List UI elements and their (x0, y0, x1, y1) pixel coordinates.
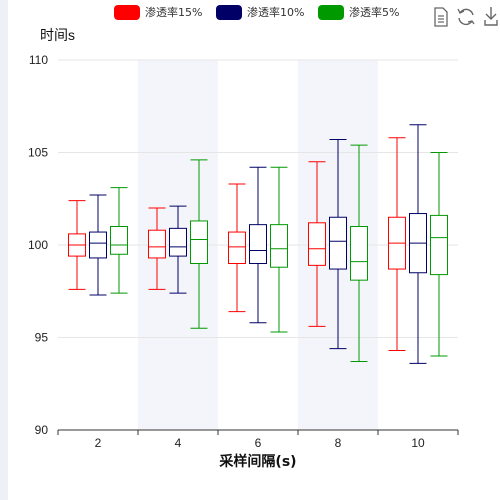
x-tick-label: 8 (335, 436, 342, 450)
legend-swatch (216, 5, 242, 20)
box-iqr (190, 220, 208, 264)
refresh-icon[interactable] (457, 8, 475, 26)
y-axis-label: 时间s (40, 27, 75, 43)
y-tick-label: 95 (35, 331, 49, 345)
box-渗透率10%-10[interactable] (409, 124, 427, 364)
box-渗透率5%-2[interactable] (110, 187, 128, 294)
box-iqr (308, 222, 326, 266)
box-渗透率10%-2[interactable] (89, 194, 107, 296)
axes: 90 95 100 105 110 2 4 6 8 10 (28, 53, 459, 450)
y-tick-label: 110 (29, 53, 48, 67)
box-iqr (228, 231, 246, 265)
x-tick-label: 2 (95, 436, 102, 450)
x-tick-label: 6 (255, 436, 262, 450)
box-iqr (270, 224, 288, 268)
box-渗透率5%-4[interactable] (190, 159, 208, 329)
legend-item-渗透率5%[interactable]: 渗透率5% (318, 5, 399, 20)
box-渗透率10%-6[interactable] (249, 166, 267, 324)
legend-label: 渗透率10% (247, 5, 304, 19)
box-渗透率5%-10[interactable] (430, 152, 448, 357)
box-渗透率5%-8[interactable] (350, 144, 368, 363)
box-渗透率10%-8[interactable] (329, 139, 347, 350)
legend-swatch (318, 5, 344, 20)
x-tick-label: 10 (411, 436, 425, 450)
legend-item-渗透率15%[interactable]: 渗透率15% (114, 5, 202, 20)
box-iqr (89, 231, 107, 259)
box-渗透率10%-4[interactable] (169, 205, 187, 294)
legend-swatch (114, 5, 140, 20)
document-icon[interactable] (434, 7, 448, 27)
box-iqr (110, 226, 128, 255)
box-iqr (350, 226, 368, 281)
toolbox (434, 7, 498, 27)
box-iqr (249, 224, 267, 264)
box-iqr (329, 216, 347, 270)
legend: 渗透率15% 渗透率10% 渗透率5% (114, 5, 399, 20)
y-tick-label: 105 (28, 146, 48, 160)
box-渗透率15%-6[interactable] (228, 183, 246, 313)
left-panel-edge (0, 0, 8, 500)
box-渗透率15%-10[interactable] (388, 137, 406, 351)
box-iqr (169, 227, 187, 257)
box-iqr (430, 214, 448, 276)
box-渗透率15%-8[interactable] (308, 161, 326, 327)
legend-label: 渗透率15% (145, 5, 202, 19)
box-渗透率15%-4[interactable] (148, 207, 166, 290)
x-axis-label: 采样间隔(s) (218, 453, 296, 470)
background-bands (138, 60, 378, 430)
x-tick-label: 4 (175, 436, 182, 450)
y-tick-label: 100 (28, 238, 48, 252)
box-series (68, 124, 448, 364)
y-tick-label: 90 (35, 423, 49, 437)
box-渗透率15%-2[interactable] (68, 200, 86, 290)
box-iqr (148, 229, 166, 259)
box-渗透率5%-6[interactable] (270, 166, 288, 333)
download-icon[interactable] (484, 7, 498, 26)
legend-label: 渗透率5% (349, 5, 399, 19)
legend-item-渗透率10%[interactable]: 渗透率10% (216, 5, 304, 20)
